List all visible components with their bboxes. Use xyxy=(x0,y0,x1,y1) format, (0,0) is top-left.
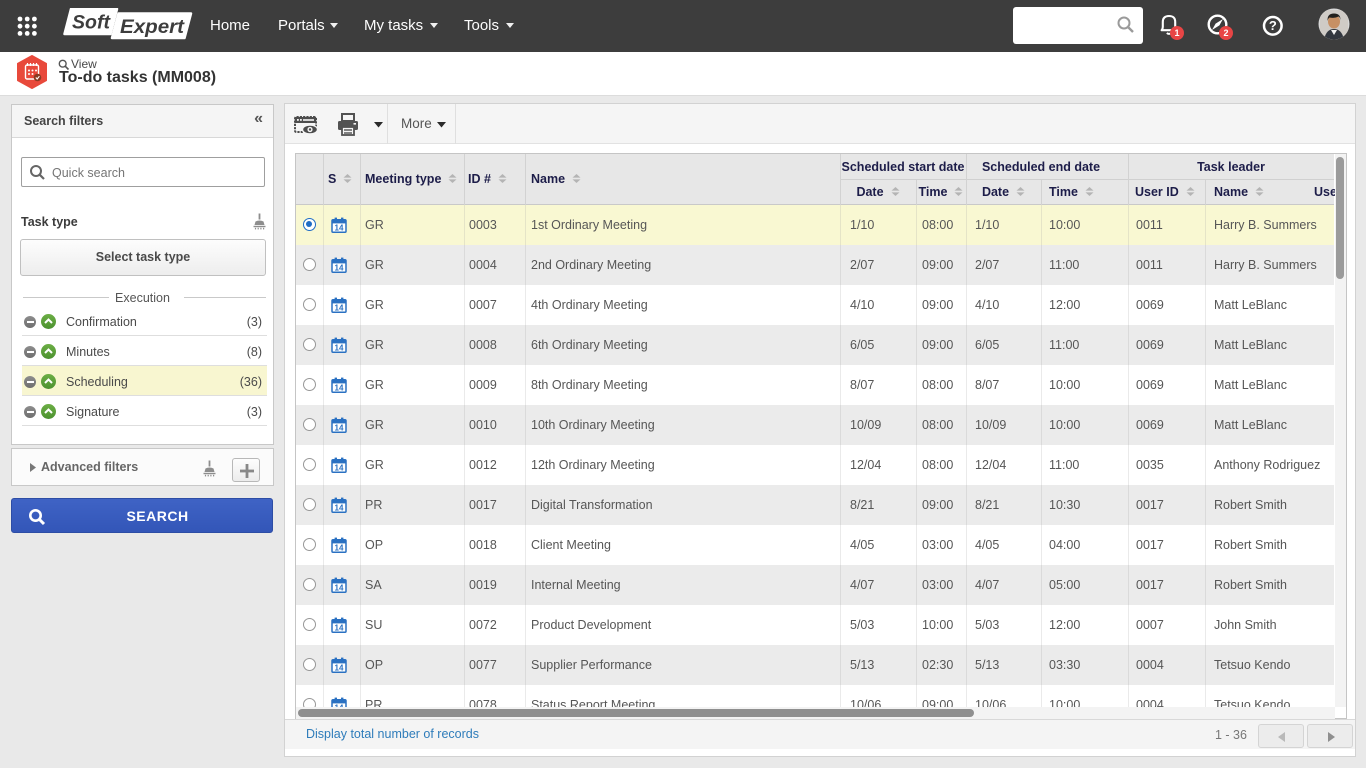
svg-text:14: 14 xyxy=(335,343,344,352)
svg-text:14: 14 xyxy=(335,663,344,672)
svg-text:14: 14 xyxy=(335,263,344,272)
svg-text:14: 14 xyxy=(335,303,344,312)
svg-text:14: 14 xyxy=(335,423,344,432)
svg-text:14: 14 xyxy=(335,503,344,512)
svg-text:Soft: Soft xyxy=(72,13,111,34)
svg-text:Expert: Expert xyxy=(120,17,185,38)
svg-text:14: 14 xyxy=(335,463,344,472)
svg-text:14: 14 xyxy=(335,543,344,552)
svg-text:14: 14 xyxy=(335,383,344,392)
svg-text:14: 14 xyxy=(335,223,344,232)
svg-text:?: ? xyxy=(1269,18,1277,33)
svg-text:14: 14 xyxy=(335,583,344,592)
svg-text:14: 14 xyxy=(335,623,344,632)
